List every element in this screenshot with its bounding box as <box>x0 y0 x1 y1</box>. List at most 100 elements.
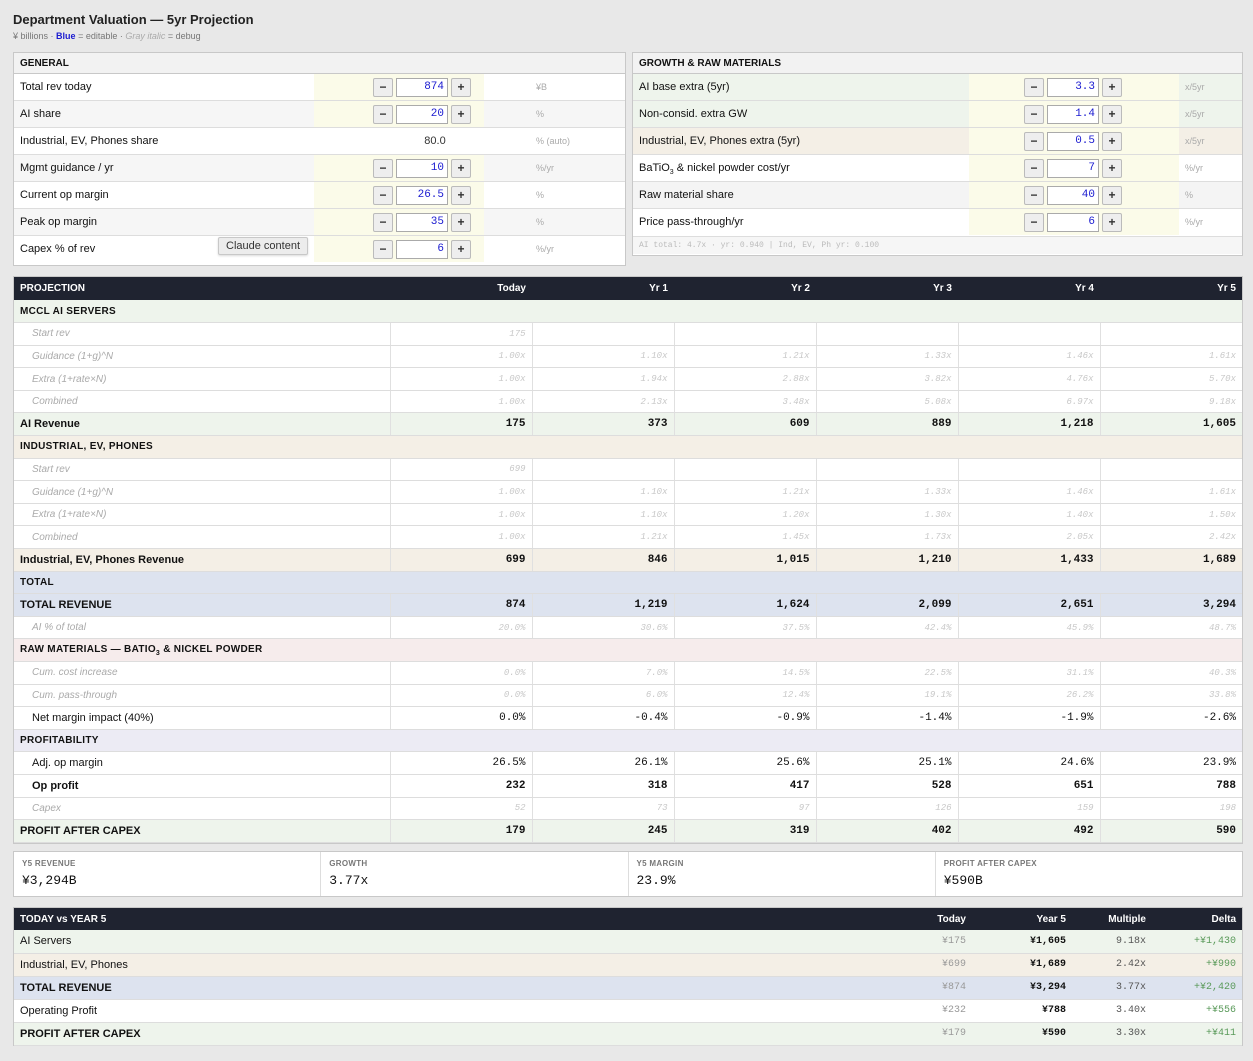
value-cell: 1.00x <box>389 503 532 527</box>
projection-row-guidance-1-g-n: Guidance (1+g)^N 1.00x 1.10x 1.21x 1.33x 1.46… <box>14 345 1242 369</box>
compare-row-total-revenue: TOTAL REVENUE ¥874 ¥3,294 3.77x +¥2,420 <box>14 976 1242 1000</box>
value-cell: 1.33x <box>815 480 958 504</box>
compare-label: Operating Profit <box>14 999 874 1023</box>
increment-button[interactable]: + <box>1102 213 1122 232</box>
value-cell: 1.33x <box>815 345 958 369</box>
param-label: AI share <box>20 108 61 120</box>
value-cell: 6.97x <box>957 390 1100 414</box>
decrement-button[interactable]: − <box>373 159 393 178</box>
increment-button[interactable]: + <box>1102 105 1122 124</box>
kpi-label: GROWTH <box>329 859 368 868</box>
kpi-value: 23.9% <box>636 873 676 888</box>
growth-rows: AI base extra (5yr) −3.3 + x/5yr Non-consid.… <box>633 74 1242 236</box>
decrement-button[interactable]: − <box>1024 213 1044 232</box>
increment-button[interactable]: + <box>451 213 471 232</box>
decrement-button[interactable]: − <box>1024 132 1044 151</box>
projection-col-yr-5: Yr 5 <box>1100 277 1242 300</box>
value-cell <box>815 322 958 346</box>
decrement-button[interactable]: − <box>373 186 393 205</box>
decrement-button[interactable]: − <box>373 240 393 259</box>
decrement-button[interactable]: − <box>373 105 393 124</box>
value-cell: 2.13x <box>531 390 674 414</box>
projection-row-total-revenue: TOTAL REVENUE 874 1,219 1,624 2,099 2,651 3,29… <box>14 593 1242 617</box>
decrement-button[interactable]: − <box>1024 105 1044 124</box>
param-input[interactable]: 10 <box>396 159 448 178</box>
value-cell: 1.21x <box>673 345 816 369</box>
unit-label: %/yr <box>536 163 554 173</box>
projection-row-cum-cost-increase: Cum. cost increase 0.0% 7.0% 14.5% 22.5% 31.1… <box>14 661 1242 685</box>
legend-suffix: = debug <box>167 31 201 41</box>
value-cell: 2.05x <box>957 525 1100 550</box>
unit-label: %/yr <box>1185 163 1203 173</box>
decrement-button[interactable]: − <box>1024 78 1044 97</box>
projection-row-industrial-ev-phones-revenue: Industrial, EV, Phones Revenue 699 846 1,01… <box>14 548 1242 572</box>
decrement-button[interactable]: − <box>373 78 393 97</box>
unit-label: ¥B <box>536 82 548 92</box>
increment-button[interactable]: + <box>451 78 471 97</box>
param-input[interactable]: 7 <box>1047 159 1099 178</box>
decrement-button[interactable]: − <box>373 213 393 232</box>
param-input[interactable]: 0.5 <box>1047 132 1099 151</box>
increment-button[interactable]: + <box>1102 78 1122 97</box>
projection-row-op-profit: Op profit 232 318 417 528 651 788 <box>14 774 1242 798</box>
value-cell: 1.30x <box>815 503 958 527</box>
general-panel: GENERAL Total rev today −874 + ¥B AI share −2… <box>13 52 626 266</box>
value-cell: 417 <box>673 774 816 798</box>
value-cell: 318 <box>531 774 674 798</box>
param-input[interactable]: 6 <box>1047 213 1099 232</box>
param-input[interactable]: 874 <box>396 78 448 97</box>
unit-label: x/5yr <box>1185 136 1205 146</box>
compare-today: ¥232 <box>874 999 972 1023</box>
value-cell: 1,219 <box>531 593 674 617</box>
increment-button[interactable]: + <box>451 186 471 205</box>
increment-button[interactable]: + <box>1102 186 1122 205</box>
value-cell: 97 <box>673 797 816 821</box>
row-label: Start rev <box>14 458 390 482</box>
increment-button[interactable]: + <box>1102 132 1122 151</box>
decrement-button[interactable]: − <box>1024 159 1044 178</box>
increment-button[interactable]: + <box>451 159 471 178</box>
compare-delta: +¥2,420 <box>1152 976 1242 1000</box>
compare-header-row: TODAY vs YEAR 5 Today Year 5 Multiple Delta <box>14 908 1242 930</box>
increment-button[interactable]: + <box>451 240 471 259</box>
value-cell: 26.5% <box>389 751 532 775</box>
page-title: Department Valuation — 5yr Projection <box>13 12 254 27</box>
value-cell <box>957 458 1100 482</box>
section-header: PROFITABILITY <box>14 729 1242 753</box>
param-input[interactable]: 1.4 <box>1047 105 1099 124</box>
value-cell: 37.5% <box>673 616 816 640</box>
value-cell: 1.21x <box>673 480 816 504</box>
increment-button[interactable]: + <box>451 105 471 124</box>
value-cell: 245 <box>531 819 674 843</box>
value-cell <box>815 458 958 482</box>
value-cell: -0.9% <box>673 706 816 730</box>
value-cell: 45.9% <box>957 616 1100 640</box>
projection-row-combined: Combined 1.00x 1.21x 1.45x 1.73x 2.05x 2.42x <box>14 525 1242 550</box>
compare-year5: ¥590 <box>972 1022 1072 1046</box>
value-cell: 25.6% <box>673 751 816 775</box>
general-rows: Total rev today −874 + ¥B AI share −20 +% Indus… <box>14 74 625 263</box>
projection-row-profitability: PROFITABILITY <box>14 729 1242 753</box>
value-cell: 1,015 <box>673 548 816 572</box>
decrement-button[interactable]: − <box>1024 186 1044 205</box>
param-input[interactable]: 35 <box>396 213 448 232</box>
increment-button[interactable]: + <box>1102 159 1122 178</box>
kpi-label: Y5 REVENUE <box>22 859 76 868</box>
value-cell: 159 <box>957 797 1100 821</box>
value-cell: 126 <box>815 797 958 821</box>
param-input[interactable]: 26.5 <box>396 186 448 205</box>
param-label-text: Price pass-through/yr <box>639 216 744 228</box>
kpi-label: Y5 MARGIN <box>636 859 684 868</box>
compare-multiple: 9.18x <box>1072 930 1152 954</box>
value-cell: 1.61x <box>1099 480 1242 504</box>
value-cell: 1.00x <box>389 390 532 414</box>
param-label-text: AI base extra (5yr) <box>639 81 730 93</box>
value-cell: 1,605 <box>1099 412 1242 437</box>
param-input[interactable]: 6 <box>396 240 448 259</box>
projection-row-net-margin-impact-40: Net margin impact (40%) 0.0% -0.4% -0.9% -1.… <box>14 706 1242 730</box>
section-header: TOTAL <box>14 571 1242 595</box>
param-input[interactable]: 3.3 <box>1047 78 1099 97</box>
param-input[interactable]: 20 <box>396 105 448 124</box>
param-input[interactable]: 40 <box>1047 186 1099 205</box>
value-cell: 1.46x <box>957 480 1100 504</box>
